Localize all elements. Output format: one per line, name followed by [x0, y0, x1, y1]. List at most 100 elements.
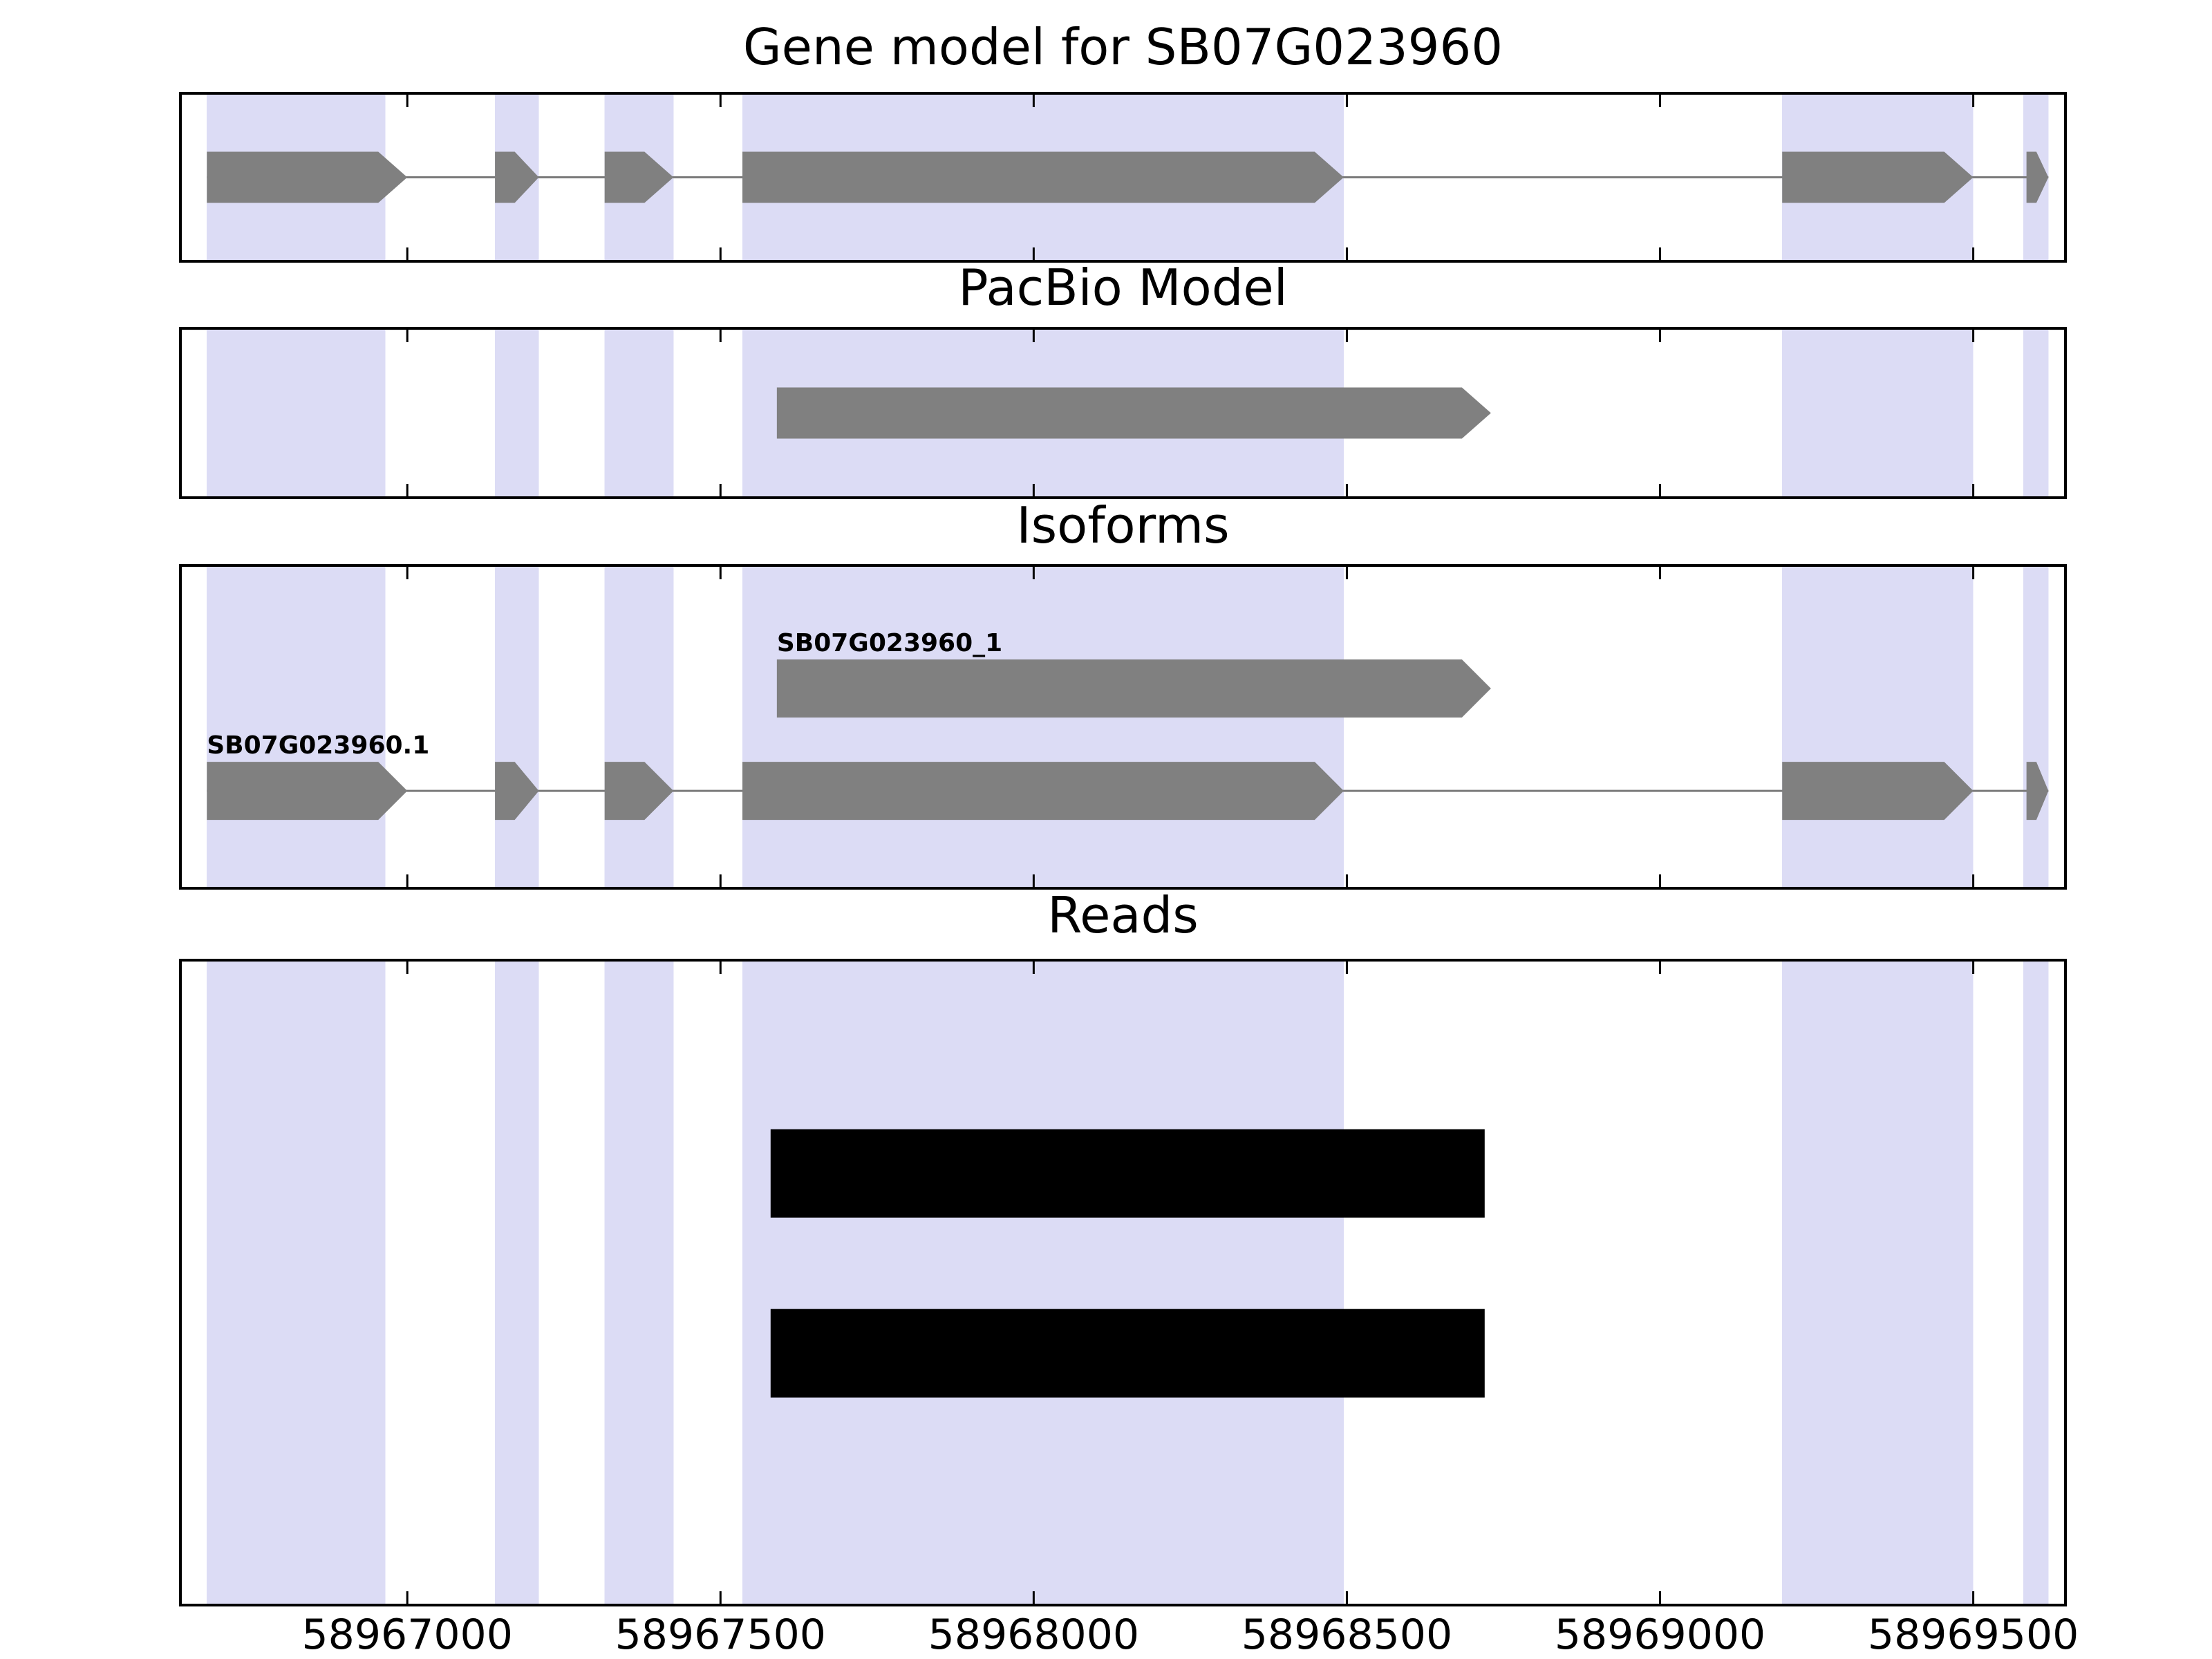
exon-arrow [207, 762, 408, 821]
tick-mark [406, 247, 409, 260]
exon-arrow [207, 151, 408, 203]
highlight-region [2023, 962, 2049, 1604]
exon-arrow [495, 151, 539, 203]
exon-arrow [604, 762, 674, 821]
tick-mark [719, 247, 722, 260]
x-tick-label: 58969500 [1867, 1611, 2079, 1659]
tick-mark [719, 330, 722, 342]
panel-canvas-gene-model [207, 95, 2049, 260]
tick-mark [1032, 874, 1035, 887]
panel-title-isoforms: Isoforms [1016, 496, 1230, 554]
tick-mark [1972, 962, 1975, 974]
exon-arrow [742, 762, 1344, 821]
exon-arrow [1782, 762, 1974, 821]
tick-mark [406, 484, 409, 496]
tick-mark [1345, 567, 1348, 579]
panel-title-reads: Reads [1047, 886, 1199, 944]
tick-mark [1032, 330, 1035, 342]
exon-arrow [742, 151, 1344, 203]
panel-canvas-pacbio-model [207, 330, 2049, 496]
x-tick-label: 58968500 [1241, 1611, 1453, 1659]
tick-mark [406, 330, 409, 342]
tick-mark [406, 962, 409, 974]
tick-mark [1345, 330, 1348, 342]
tick-mark [1659, 484, 1662, 496]
x-tick-label: 58969000 [1554, 1611, 1766, 1659]
highlight-region [1782, 567, 1974, 887]
x-axis: 58967000 58967500 58968000 58968500 58969000… [0, 1611, 2212, 1659]
highlight-region [207, 567, 386, 887]
tick-mark [1659, 247, 1662, 260]
highlight-region [1782, 962, 1974, 1604]
tick-mark [1345, 484, 1348, 496]
tick-mark [719, 1591, 722, 1604]
highlight-region [604, 567, 674, 887]
panel-title-pacbio-model: PacBio Model [958, 259, 1288, 317]
isoform-label: SB07G023960.1 [207, 731, 429, 760]
highlight-region [1782, 330, 1974, 496]
panel-pacbio-model [179, 327, 2067, 499]
highlight-region [495, 962, 539, 1604]
tick-mark [1972, 1591, 1975, 1604]
tick-mark [1972, 484, 1975, 496]
tick-mark [719, 962, 722, 974]
highlight-region [495, 567, 539, 887]
panel-title-gene-model: Gene model for SB07G023960 [742, 18, 1503, 76]
exon-arrow [604, 151, 674, 203]
exon-arrow [2026, 762, 2049, 821]
tick-mark [1032, 1591, 1035, 1604]
exon-arrow [495, 762, 539, 821]
tick-mark [1659, 962, 1662, 974]
tick-mark [1345, 247, 1348, 260]
panel-isoforms: SB07G023960_1 SB07G023960.1 [179, 564, 2067, 890]
tick-mark [1032, 247, 1035, 260]
highlight-region [207, 330, 386, 496]
highlight-region [742, 567, 1344, 887]
tick-mark [1972, 95, 1975, 107]
tick-mark [1659, 874, 1662, 887]
tick-mark [406, 95, 409, 107]
exon-arrow [776, 387, 1491, 439]
tick-mark [406, 1591, 409, 1604]
tick-mark [1345, 95, 1348, 107]
panel-canvas-reads [207, 962, 2049, 1604]
panel-reads [179, 959, 2067, 1606]
tick-mark [719, 567, 722, 579]
x-tick-label: 58967000 [301, 1611, 513, 1659]
tick-mark [1345, 1591, 1348, 1604]
exon-arrow [2026, 151, 2049, 203]
exon-arrow [776, 659, 1491, 718]
highlight-region [2023, 567, 2049, 887]
tick-mark [1659, 567, 1662, 579]
highlight-region [742, 962, 1344, 1604]
tick-mark [1345, 962, 1348, 974]
tick-mark [719, 874, 722, 887]
exon-arrow [1782, 151, 1974, 203]
highlight-region [604, 962, 674, 1604]
tick-mark [406, 567, 409, 579]
read-bar [770, 1129, 1485, 1218]
tick-mark [1659, 95, 1662, 107]
tick-mark [1972, 874, 1975, 887]
tick-mark [1032, 484, 1035, 496]
x-tick-label: 58968000 [928, 1611, 1140, 1659]
tick-mark [1972, 330, 1975, 342]
highlight-region [2023, 330, 2049, 496]
tick-mark [1972, 567, 1975, 579]
tick-mark [1659, 330, 1662, 342]
x-tick-label: 58967500 [615, 1611, 826, 1659]
highlight-region [495, 330, 539, 496]
tick-mark [1032, 962, 1035, 974]
tick-mark [1972, 247, 1975, 260]
tick-mark [719, 484, 722, 496]
highlight-region [207, 962, 386, 1604]
tick-mark [1659, 1591, 1662, 1604]
isoform-label: SB07G023960_1 [777, 629, 1002, 657]
tick-mark [719, 95, 722, 107]
tick-mark [1032, 95, 1035, 107]
tick-mark [1345, 874, 1348, 887]
panel-gene-model [179, 92, 2067, 263]
tick-mark [406, 874, 409, 887]
highlight-region [604, 330, 674, 496]
